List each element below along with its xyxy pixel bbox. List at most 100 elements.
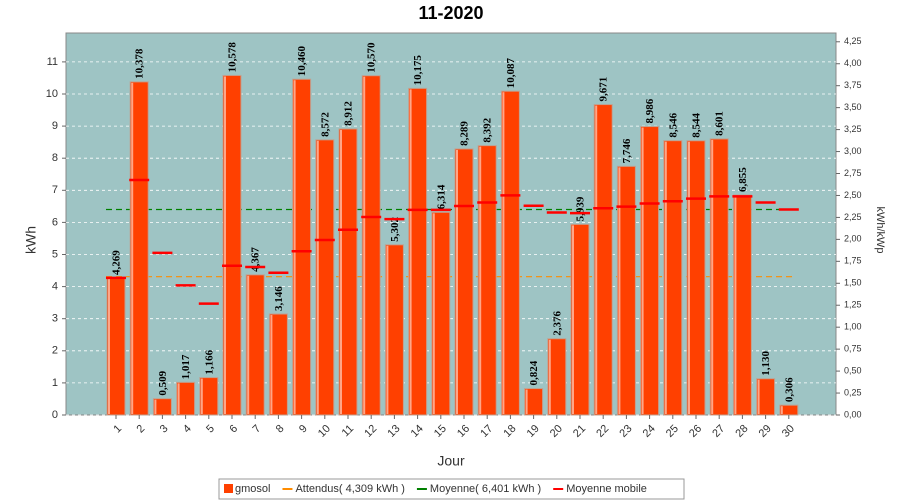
data-label: 10,578 xyxy=(227,42,239,73)
bar-highlight xyxy=(572,225,574,414)
x-tick-label: 9 xyxy=(297,423,310,436)
bar-highlight xyxy=(363,76,366,414)
bar-highlight xyxy=(734,195,737,414)
x-tick-label: 19 xyxy=(525,423,542,440)
bar-highlight xyxy=(177,383,180,414)
y-tick-label: 10 xyxy=(46,88,58,100)
legend-label: Moyenne( 6,401 kWh ) xyxy=(430,483,541,495)
x-tick-label: 14 xyxy=(409,423,426,440)
x-tick-label: 1 xyxy=(111,423,124,436)
bar-highlight xyxy=(154,399,157,414)
data-label: 10,378 xyxy=(134,48,146,79)
data-label: 8,601 xyxy=(714,111,726,136)
y-tick-label: 5 xyxy=(52,248,58,260)
data-label: 8,912 xyxy=(343,101,355,126)
x-tick-label: 16 xyxy=(455,423,472,440)
x-tick-label: 4 xyxy=(181,423,194,436)
data-label: 10,087 xyxy=(505,57,517,88)
y-tick-label: 3 xyxy=(52,313,58,325)
y-tick-label: 4 xyxy=(52,281,58,293)
y-tick-label: 1 xyxy=(52,377,58,389)
y2-tick-label: 3,00 xyxy=(844,146,862,156)
bar-highlight xyxy=(780,406,783,414)
y-tick-label: 7 xyxy=(52,184,58,196)
bar-highlight xyxy=(247,275,250,414)
x-tick-label: 8 xyxy=(274,423,287,436)
y-tick-label: 11 xyxy=(47,56,58,68)
x-tick-label: 2 xyxy=(135,423,148,436)
bar-highlight xyxy=(386,245,389,414)
y-tick-label: 6 xyxy=(52,216,58,228)
bar-highlight xyxy=(618,167,621,414)
y2-tick-label: 0,25 xyxy=(844,387,862,397)
data-label: 8,986 xyxy=(644,98,656,123)
y2-tick-label: 0,00 xyxy=(844,409,862,419)
y2-tick-label: 1,50 xyxy=(844,278,862,288)
bar-highlight xyxy=(270,315,273,414)
x-tick-label: 25 xyxy=(664,423,681,440)
bar-highlight xyxy=(757,379,760,414)
data-label: 8,392 xyxy=(482,117,494,142)
data-label: 8,572 xyxy=(319,112,331,137)
y2-tick-label: 4,25 xyxy=(844,36,862,46)
y-tick-label: 9 xyxy=(52,120,58,132)
x-tick-label: 30 xyxy=(780,423,797,440)
data-label: 3,146 xyxy=(273,286,285,311)
bar-highlight xyxy=(525,389,528,414)
bar-highlight xyxy=(641,127,644,415)
data-label: 5,939 xyxy=(575,196,587,221)
y2-tick-label: 0,75 xyxy=(844,344,862,354)
x-tick-label: 12 xyxy=(362,423,379,440)
x-tick-label: 20 xyxy=(548,423,565,440)
bar-highlight xyxy=(432,213,435,414)
y2-tick-label: 2,50 xyxy=(844,190,862,200)
bar-highlight xyxy=(340,129,342,415)
data-label: 0,824 xyxy=(528,360,540,385)
y-tick-label: 2 xyxy=(52,345,58,357)
y2-tick-label: 1,25 xyxy=(844,300,862,310)
bar-highlight xyxy=(409,89,412,414)
x-tick-label: 26 xyxy=(687,423,704,440)
y2-tick-label: 2,75 xyxy=(844,168,862,178)
y2-tick-label: 2,25 xyxy=(844,212,862,222)
data-label: 8,289 xyxy=(459,121,471,146)
x-tick-label: 15 xyxy=(432,423,449,440)
data-label: 1,166 xyxy=(203,349,215,374)
legend-swatch xyxy=(224,484,233,493)
bar-highlight xyxy=(595,105,598,415)
data-label: 4,367 xyxy=(250,247,262,272)
x-tick-label: 13 xyxy=(385,423,402,440)
x-tick-label: 28 xyxy=(733,423,750,440)
x-tick-label: 5 xyxy=(204,423,217,436)
data-label: 2,376 xyxy=(551,310,563,335)
bar-highlight xyxy=(711,139,714,414)
y2-axis-label: kWh/kWp xyxy=(874,206,886,253)
bar-highlight xyxy=(479,146,482,414)
data-label: 8,546 xyxy=(667,112,679,137)
y2-tick-label: 1,00 xyxy=(844,322,862,332)
legend-box xyxy=(218,478,685,500)
x-tick-label: 24 xyxy=(641,423,658,440)
x-tick-label: 23 xyxy=(617,423,634,440)
y2-tick-label: 4,00 xyxy=(844,58,862,68)
data-label: 1,017 xyxy=(180,354,192,379)
x-tick-label: 7 xyxy=(251,423,264,436)
y2-tick-label: 1,75 xyxy=(844,256,862,266)
legend-label: gmosol xyxy=(235,483,270,495)
x-axis-label: Jour xyxy=(437,453,465,469)
y2-tick-label: 0,50 xyxy=(844,365,862,375)
legend-label: Attendus( 4,309 kWh ) xyxy=(295,483,404,495)
bar-highlight xyxy=(548,339,551,414)
data-label: 10,175 xyxy=(412,55,424,86)
x-tick-label: 29 xyxy=(757,423,774,440)
x-tick-label: 27 xyxy=(710,423,727,440)
bar-highlight xyxy=(293,80,296,414)
bar-highlight xyxy=(224,76,226,414)
data-label: 6,314 xyxy=(435,184,447,209)
data-label: 0,509 xyxy=(157,370,169,395)
chart-title: 11-2020 xyxy=(418,3,483,23)
x-tick-label: 21 xyxy=(571,423,588,440)
y2-tick-label: 3,25 xyxy=(844,124,862,134)
y2-tick-label: 2,00 xyxy=(844,234,862,244)
